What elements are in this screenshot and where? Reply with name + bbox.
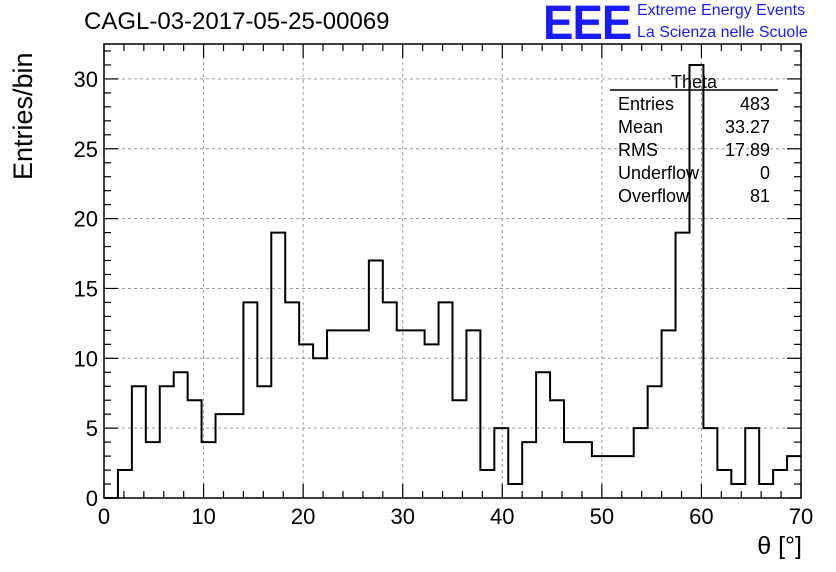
histogram-bin <box>411 330 425 498</box>
axis-ticks <box>103 44 802 499</box>
histogram-bin <box>717 470 731 498</box>
y-tick-label: 25 <box>74 137 98 162</box>
histogram-bin <box>243 302 257 498</box>
histogram-bin <box>271 233 285 498</box>
histogram-bin <box>188 400 202 498</box>
y-tick-label: 30 <box>74 67 98 92</box>
stats-value: 81 <box>750 186 770 206</box>
histogram-bin <box>160 386 174 498</box>
histogram-bin <box>285 302 299 498</box>
histogram-bin <box>508 484 522 498</box>
histogram-bin <box>118 470 132 498</box>
histogram-bin <box>522 442 536 498</box>
x-tick-label: 0 <box>98 504 110 529</box>
stats-value: 483 <box>740 94 770 114</box>
histogram-outline <box>104 63 801 499</box>
histogram-bin <box>132 386 146 498</box>
histogram-bin <box>174 372 188 498</box>
histogram-bin <box>578 442 592 498</box>
histogram-bin <box>592 456 606 498</box>
stats-label: Entries <box>618 94 674 114</box>
histogram-bin <box>703 428 717 498</box>
histogram-bin <box>676 233 690 498</box>
histogram-bin <box>299 344 313 498</box>
histogram-bin <box>439 302 453 498</box>
eee-logo: EEE <box>543 0 632 50</box>
y-tick-label: 0 <box>86 486 98 511</box>
histogram-bin <box>648 386 662 498</box>
stats-label: Overflow <box>618 186 690 206</box>
plot-frame <box>103 43 802 499</box>
x-tick-label: 50 <box>590 504 614 529</box>
histogram-bin <box>494 428 508 498</box>
stats-value: 0 <box>760 163 770 183</box>
y-tick-label: 10 <box>74 346 98 371</box>
histogram-bin <box>146 442 160 498</box>
chart-title: CAGL-03-2017-05-25-00069 <box>84 8 390 35</box>
histogram-bin <box>745 428 759 498</box>
histogram-bin <box>634 428 648 498</box>
histogram-bin <box>550 400 564 498</box>
x-tick-label: 70 <box>789 504 813 529</box>
y-tick-label: 5 <box>86 416 98 441</box>
plot-border <box>103 43 802 499</box>
histogram-bin <box>536 372 550 498</box>
histogram-bin <box>257 386 271 498</box>
stats-label: Underflow <box>618 163 700 183</box>
x-axis-label: θ [°] <box>757 532 802 560</box>
histogram-bin <box>229 414 243 498</box>
histogram-bin <box>355 330 369 498</box>
x-tick-label: 20 <box>291 504 315 529</box>
histogram-bars <box>104 63 801 499</box>
histogram-bin <box>466 330 480 498</box>
logo-text-line1: Extreme Energy Events <box>637 2 806 19</box>
histogram-bin <box>731 484 745 498</box>
stats-title: Theta <box>671 72 718 92</box>
histogram-bin <box>564 442 578 498</box>
stats-label: RMS <box>618 140 658 160</box>
histogram-bin <box>383 302 397 498</box>
y-tick-label: 15 <box>74 276 98 301</box>
histogram-bin <box>369 261 383 498</box>
x-tick-label: 40 <box>490 504 514 529</box>
stats-value: 33.27 <box>725 117 770 137</box>
histogram-bin <box>216 414 230 498</box>
histogram-bin <box>662 330 676 498</box>
histogram-bin <box>773 470 787 498</box>
histogram-bin <box>606 456 620 498</box>
tick-labels: 0 10 20 30 40 50 60 70 0 5 10 15 20 25 30 <box>74 67 814 529</box>
stats-label: Mean <box>618 117 663 137</box>
x-tick-label: 10 <box>191 504 215 529</box>
histogram-bin <box>341 330 355 498</box>
histogram-bin <box>453 400 467 498</box>
grid-lines <box>104 44 801 498</box>
y-tick-label: 20 <box>74 207 98 232</box>
stats-value: 17.89 <box>725 140 770 160</box>
histogram-bin <box>397 330 411 498</box>
histogram-bin <box>425 344 439 498</box>
x-tick-label: 30 <box>390 504 414 529</box>
x-tick-label: 60 <box>689 504 713 529</box>
histogram-bin <box>327 330 341 498</box>
logo-text-line2: La Scienza nelle Scuole <box>637 24 808 41</box>
histogram-bin <box>787 456 801 498</box>
